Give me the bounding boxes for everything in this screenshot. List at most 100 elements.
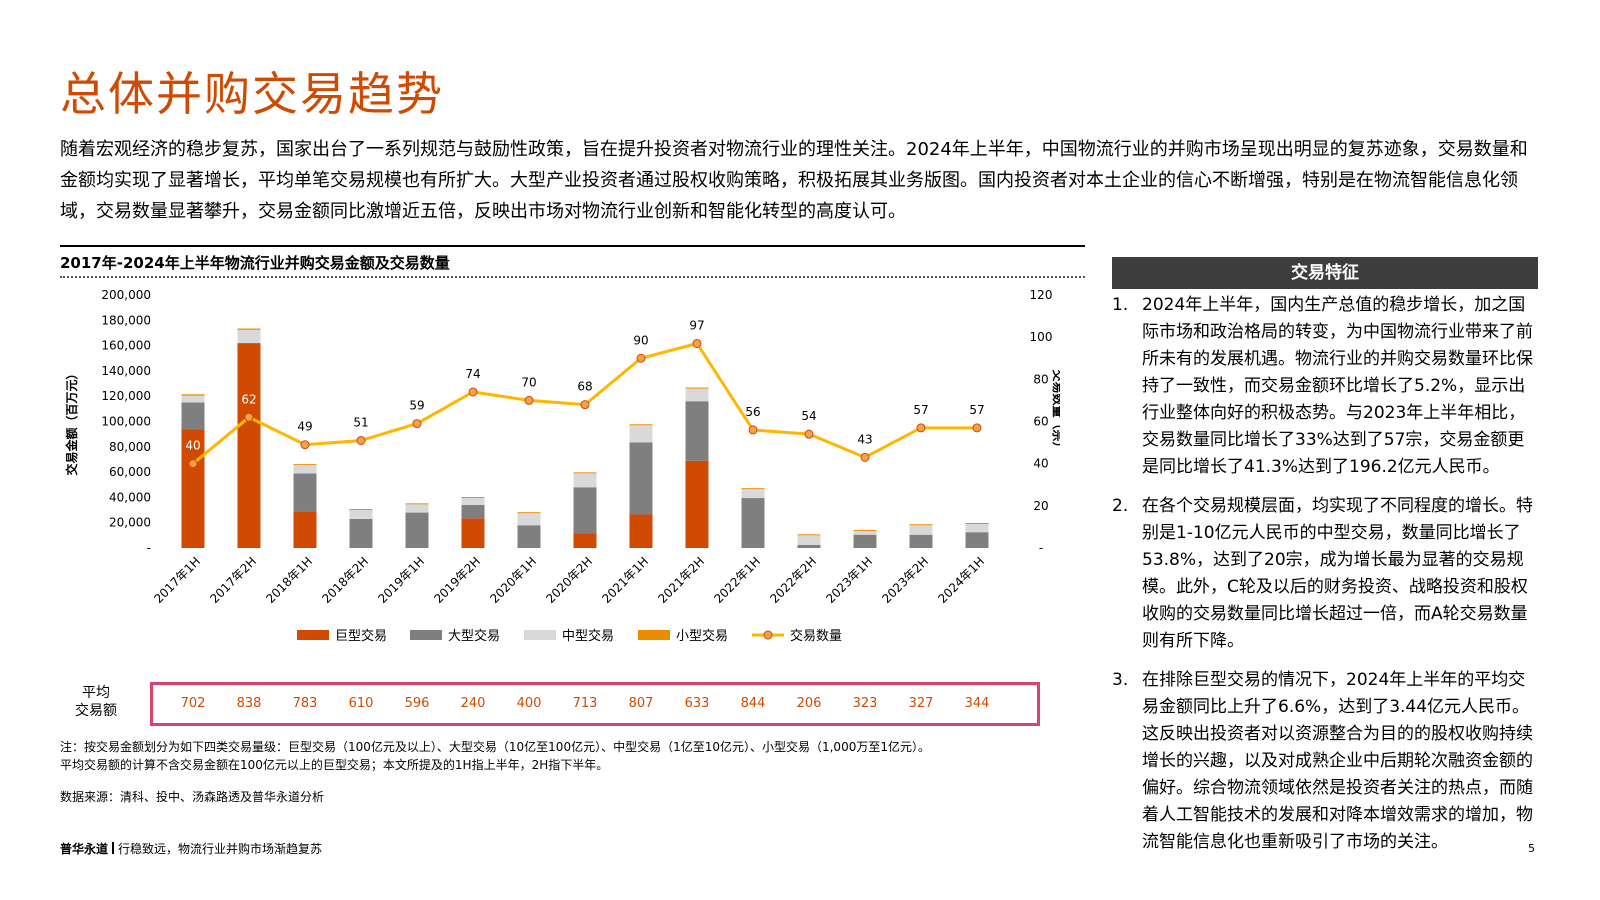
data-label: 49 xyxy=(297,420,312,434)
x-tick-label: 2022年1H xyxy=(711,554,763,606)
bar-大型交易 xyxy=(685,401,709,461)
avg-deal-value: 610 xyxy=(348,696,374,711)
x-tick-label: 2021年2H xyxy=(655,554,707,606)
data-label: 57 xyxy=(913,403,928,417)
legend-line-marker xyxy=(763,630,773,640)
x-tick-label: 2019年2H xyxy=(431,554,483,606)
bar-小型交易 xyxy=(237,328,261,330)
sidebar-item-text: 在排除巨型交易的情况下，2024年上半年的平均交易金额同比上升了6.6%，达到了… xyxy=(1142,670,1533,852)
bar-小型交易 xyxy=(853,529,877,531)
line-point xyxy=(580,400,590,410)
bar-小型交易 xyxy=(741,488,765,490)
bar-小型交易 xyxy=(405,503,429,505)
bar-中型交易 xyxy=(853,530,877,535)
avg-deal-value: 702 xyxy=(180,696,206,711)
avg-deal-value: 596 xyxy=(404,696,430,711)
bar-小型交易 xyxy=(965,522,989,524)
y-tick-label: 140,000 xyxy=(101,364,151,378)
y-tick-label: 40,000 xyxy=(109,490,151,504)
bar-中型交易 xyxy=(741,489,765,499)
bar-巨型交易 xyxy=(629,514,653,548)
legend-swatch xyxy=(524,630,556,640)
legend-swatch xyxy=(410,630,442,640)
footer-brand: 普华永道 xyxy=(60,842,109,856)
legend-label: 交易数量 xyxy=(790,628,842,644)
line-point xyxy=(356,435,366,445)
bar-小型交易 xyxy=(461,497,485,499)
x-tick-label: 2023年1H xyxy=(823,554,875,606)
avg-deal-value: 807 xyxy=(628,696,654,711)
y2-tick-label: 60 xyxy=(1033,415,1048,429)
data-label: 43 xyxy=(857,432,872,446)
bar-巨型交易 xyxy=(461,518,485,548)
bar-中型交易 xyxy=(237,329,261,344)
x-tick-label: 2019年1H xyxy=(375,554,427,606)
sidebar-item-1: 1. 2024年上半年，国内生产总值的稳步增长，加之国际市场和政治格局的转变，为… xyxy=(1112,292,1538,481)
avg-deal-value: 344 xyxy=(964,696,990,711)
avg-deal-value: 838 xyxy=(236,696,262,711)
data-label: 62 xyxy=(241,392,256,406)
x-tick-label: 2017年2H xyxy=(207,554,259,606)
bar-巨型交易 xyxy=(237,343,261,548)
bar-中型交易 xyxy=(797,535,821,545)
bar-巨型交易 xyxy=(573,533,597,548)
legend-label: 大型交易 xyxy=(448,628,500,644)
x-tick-label: 2024年1H xyxy=(935,554,987,606)
bar-小型交易 xyxy=(573,472,597,474)
line-point xyxy=(524,395,534,405)
footer-separator xyxy=(112,842,115,854)
bar-小型交易 xyxy=(349,509,373,511)
x-tick-label: 2018年2H xyxy=(319,554,371,606)
bar-大型交易 xyxy=(461,504,485,519)
bar-中型交易 xyxy=(349,510,373,519)
bar-巨型交易 xyxy=(293,511,317,548)
bar-小型交易 xyxy=(293,464,317,466)
y-tick-label: 160,000 xyxy=(101,339,151,353)
sidebar-item-number: 3. xyxy=(1112,670,1129,690)
line-point xyxy=(804,429,814,439)
avg-deal-value: 713 xyxy=(572,696,598,711)
line-point xyxy=(636,353,646,363)
data-label: 40 xyxy=(185,439,200,453)
data-label: 97 xyxy=(689,318,704,332)
y2-tick-label: 100 xyxy=(1030,330,1053,344)
bar-中型交易 xyxy=(685,388,709,402)
data-label: 54 xyxy=(801,409,816,423)
sidebar-item-text: 2024年上半年，国内生产总值的稳步增长，加之国际市场和政治格局的转变，为中国物… xyxy=(1142,295,1533,477)
avg-deal-values-box: 702 838 783 610 596 240 400 713 807 633 844 206 323 3… xyxy=(150,682,1040,726)
chart-title: 2017年-2024年上半年物流行业并购交易金额及交易数量 xyxy=(60,254,450,272)
line-point xyxy=(244,412,254,422)
y-tick-label: 200,000 xyxy=(101,288,151,302)
data-label: 70 xyxy=(521,375,536,389)
avg-label-line1: 平均 xyxy=(82,685,110,701)
bar-中型交易 xyxy=(629,425,653,443)
sidebar-list: 1. 2024年上半年，国内生产总值的稳步增长，加之国际市场和政治格局的转变，为… xyxy=(1112,292,1538,868)
bar-巨型交易 xyxy=(685,460,709,548)
avg-deal-value: 633 xyxy=(684,696,710,711)
x-tick-label: 2020年2H xyxy=(543,554,595,606)
line-point xyxy=(412,419,422,429)
avg-deal-value: 240 xyxy=(460,696,486,711)
y-axis-title: 交易金额（百万元） xyxy=(64,367,79,475)
bar-大型交易 xyxy=(405,512,429,548)
line-point xyxy=(468,387,478,397)
bar-中型交易 xyxy=(405,504,429,513)
chart-note: 注：按交易金额划分为如下四类交易量级：巨型交易（100亿元及以上）、大型交易（1… xyxy=(60,738,930,774)
x-tick-label: 2023年2H xyxy=(879,554,931,606)
y-tick-label: - xyxy=(147,541,151,555)
x-tick-label: 2020年1H xyxy=(487,554,539,606)
y2-tick-label: 20 xyxy=(1033,499,1048,513)
bar-大型交易 xyxy=(181,402,205,430)
line-point xyxy=(748,425,758,435)
avg-deal-value: 844 xyxy=(740,696,766,711)
data-source: 数据来源：清科、投中、汤森路透及普华永道分析 xyxy=(60,790,325,804)
x-tick-label: 2021年1H xyxy=(599,554,651,606)
x-tick-label: 2018年1H xyxy=(263,554,315,606)
y-tick-label: 60,000 xyxy=(109,465,151,479)
avg-deal-value: 206 xyxy=(796,696,822,711)
bar-中型交易 xyxy=(517,513,541,526)
y2-axis-title: 交易数量（宗） xyxy=(1051,369,1060,453)
bar-中型交易 xyxy=(965,523,989,533)
legend-label: 巨型交易 xyxy=(335,628,387,644)
avg-deal-value: 400 xyxy=(516,696,542,711)
